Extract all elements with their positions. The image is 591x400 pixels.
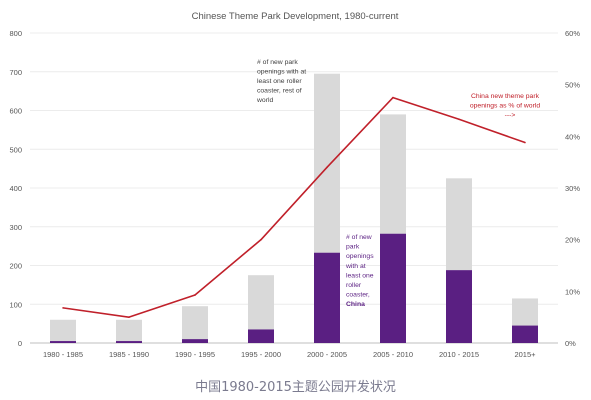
x-tick-label: 2005 - 2010 (373, 350, 413, 359)
line-point (392, 96, 394, 99)
bar-rest-of-world (380, 114, 406, 234)
bar-rest-of-world (314, 73, 340, 253)
percent-line (62, 96, 526, 318)
y-tick-label: 600 (9, 107, 22, 116)
annotation-china: # of new park openings with at least one roll… (345, 234, 374, 308)
line-point (260, 238, 262, 241)
bar-rest-of-world (512, 298, 538, 326)
bars (50, 73, 538, 343)
y-tick-label: 200 (9, 262, 22, 271)
x-tick-label: 1990 - 1995 (175, 350, 215, 359)
y-tick-label: 100 (9, 300, 22, 309)
bar-china (50, 341, 76, 343)
bar-rest-of-world (248, 275, 274, 330)
line-point (524, 141, 526, 144)
annotation-arrow: ---> (505, 112, 516, 119)
bar-rest-of-world (182, 306, 208, 340)
bar-china (446, 270, 472, 343)
line-point (62, 307, 64, 309)
y-tick-label: 0 (18, 339, 22, 348)
bar-china (512, 325, 538, 343)
x-tick-label: 2015+ (514, 350, 536, 359)
y2-tick-label: 20% (565, 236, 580, 245)
y-tick-label: 300 (9, 223, 22, 232)
y2-tick-label: 10% (565, 287, 580, 296)
x-tick-label: 1995 - 2000 (241, 350, 281, 359)
bar-rest-of-world (446, 178, 472, 271)
bar-china (248, 329, 274, 343)
line-point (128, 316, 130, 318)
y-tick-label: 700 (9, 68, 22, 77)
annotation-line: China new theme park openings as % of wor… (470, 93, 540, 110)
line-series (62, 96, 526, 318)
x-tick-label: 1985 - 1990 (109, 350, 149, 359)
line-point (458, 118, 460, 121)
bar-rest-of-world (116, 319, 142, 342)
bar-china (380, 233, 406, 343)
annotations: # of new park openings with at least one r… (256, 59, 540, 308)
bar-rest-of-world (50, 319, 76, 342)
y-tick-label: 500 (9, 145, 22, 154)
x-axis: 1980 - 1985 1985 - 1990 1990 - 1995 1995 - … (43, 350, 536, 359)
chart-title: Chinese Theme Park Development, 1980-cur… (192, 11, 399, 22)
y-tick-label: 800 (9, 29, 22, 38)
y-tick-label: 400 (9, 184, 22, 193)
y2-tick-label: 30% (565, 184, 580, 193)
x-tick-label: 2010 - 2015 (439, 350, 479, 359)
y2-tick-label: 40% (565, 132, 580, 141)
y2-tick-label: 60% (565, 29, 580, 38)
bar-china (116, 341, 142, 343)
line-point (194, 294, 196, 296)
figure-caption: 中国1980-2015主题公园开发状况 (195, 380, 396, 395)
line-point (326, 166, 328, 169)
y-axis-right: 0% 10% 20% 30% 40% 50% 60% (565, 29, 580, 348)
x-tick-label: 1980 - 1985 (43, 350, 83, 359)
y2-tick-label: 0% (565, 339, 576, 348)
bar-china (182, 339, 208, 343)
bar-china (314, 252, 340, 343)
y2-tick-label: 50% (565, 81, 580, 90)
gridlines (30, 32, 558, 344)
x-tick-label: 2000 - 2005 (307, 350, 347, 359)
annotation-rest-of-world: # of new park openings with at least one r… (256, 59, 306, 104)
y-axis-left: 0 100 200 300 400 500 600 700 800 (9, 29, 22, 348)
